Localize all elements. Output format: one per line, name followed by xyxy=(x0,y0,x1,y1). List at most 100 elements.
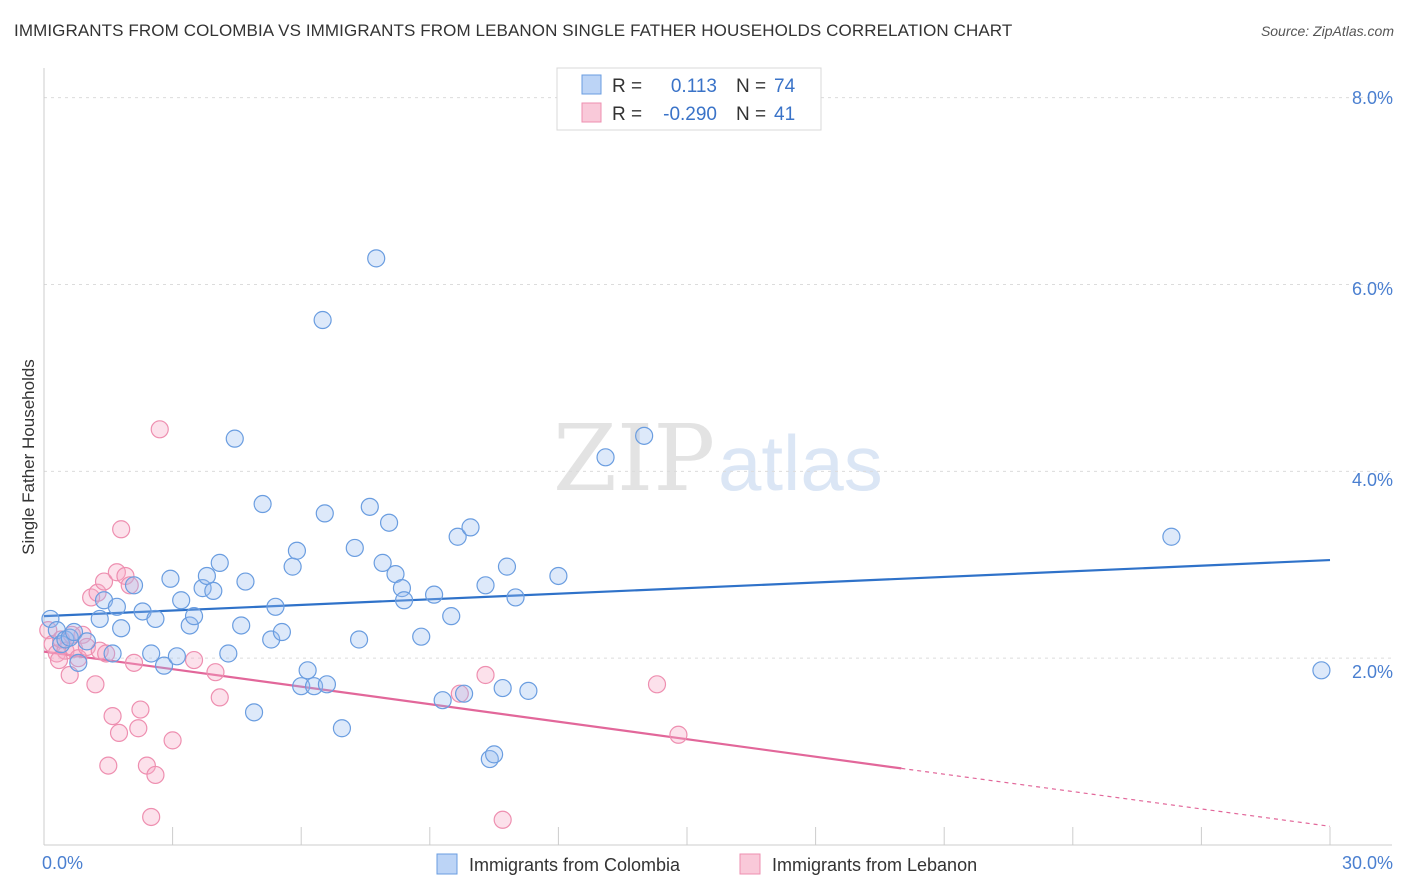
point-lebanon-32 xyxy=(210,688,229,707)
stats-n-label-lebanon: N = xyxy=(736,104,766,125)
watermark-atlas: atlas xyxy=(718,419,883,507)
point-colombia-69 xyxy=(596,448,615,467)
point-lebanon-40 xyxy=(97,644,116,663)
point-lebanon-21 xyxy=(120,576,139,595)
stats-legend: R = 0.113 N = 74 R = -0.290 N = 41 xyxy=(556,67,822,131)
chart-title: IMMIGRANTS FROM COLOMBIA VS IMMIGRANTS F… xyxy=(14,21,1013,40)
point-colombia-60 xyxy=(461,518,480,537)
point-lebanon-11 xyxy=(86,675,105,694)
point-lebanon-16 xyxy=(103,706,122,726)
source-credit: Source: ZipAtlas.com xyxy=(1260,23,1394,39)
point-colombia-53 xyxy=(394,591,414,610)
point-colombia-20 xyxy=(172,591,191,610)
point-colombia-39 xyxy=(298,661,317,680)
point-colombia-17 xyxy=(154,656,174,675)
x-tick-label-min: 0.0% xyxy=(42,853,83,873)
point-colombia-58 xyxy=(448,527,467,546)
point-lebanon-30 xyxy=(184,650,204,670)
watermark-zip: ZIP xyxy=(553,405,715,512)
stats-n-value-colombia: 74 xyxy=(774,76,796,97)
point-colombia-50 xyxy=(379,513,399,532)
point-colombia-47 xyxy=(360,497,379,516)
point-lebanon-18 xyxy=(109,723,129,743)
point-colombia-41 xyxy=(313,310,332,330)
point-colombia-43 xyxy=(317,675,337,694)
y-axis-label: Single Father Households xyxy=(19,359,38,555)
point-colombia-31 xyxy=(244,703,264,722)
point-lebanon-14 xyxy=(94,572,114,591)
stats-r-label-lebanon: R = xyxy=(612,104,642,125)
y-tick-label-4: 4.0% xyxy=(1352,470,1393,490)
point-colombia-65 xyxy=(497,557,517,576)
point-colombia-54 xyxy=(412,627,431,646)
point-colombia-26 xyxy=(210,553,229,572)
point-colombia-32 xyxy=(253,494,272,514)
stats-r-value-lebanon: -0.290 xyxy=(663,104,717,125)
point-colombia-48 xyxy=(367,249,386,268)
trend-line-colombia xyxy=(43,558,1331,618)
point-colombia-21 xyxy=(180,616,199,635)
point-colombia-12 xyxy=(112,619,131,638)
point-lebanon-27 xyxy=(146,765,165,785)
point-lebanon-31 xyxy=(206,663,225,682)
point-colombia-5 xyxy=(64,622,84,642)
point-colombia-72 xyxy=(1312,661,1331,680)
point-colombia-66 xyxy=(506,588,525,607)
point-colombia-38 xyxy=(292,677,311,696)
point-lebanon-29 xyxy=(163,731,182,750)
trend-line-lebanon xyxy=(43,650,902,770)
point-lebanon-35 xyxy=(493,810,512,829)
point-colombia-15 xyxy=(142,644,161,663)
point-lebanon-23 xyxy=(129,719,148,738)
point-colombia-8 xyxy=(90,609,109,629)
data-points xyxy=(39,249,1331,829)
point-colombia-56 xyxy=(433,691,452,710)
stats-r-label-colombia: R = xyxy=(612,76,642,97)
point-lebanon-36 xyxy=(647,675,667,694)
point-colombia-24 xyxy=(197,566,216,586)
point-lebanon-28 xyxy=(150,420,169,439)
point-colombia-23 xyxy=(193,579,212,598)
trend-line-lebanon-extension xyxy=(901,767,1331,827)
point-colombia-19 xyxy=(167,647,186,666)
legend-label-colombia: Immigrants from Colombia xyxy=(469,855,681,875)
point-colombia-34 xyxy=(266,597,285,616)
point-colombia-11 xyxy=(107,597,126,616)
y-tick-label-6: 6.0% xyxy=(1352,279,1393,299)
stats-n-value-lebanon: 41 xyxy=(774,104,795,125)
point-colombia-67 xyxy=(519,681,538,700)
point-colombia-42 xyxy=(315,504,334,523)
point-colombia-71 xyxy=(1162,527,1181,546)
stats-n-label-colombia: N = xyxy=(736,76,766,97)
point-lebanon-12 xyxy=(88,583,107,602)
y-tick-label-2: 2.0% xyxy=(1352,662,1393,682)
stats-swatch-colombia xyxy=(581,74,602,95)
point-colombia-0 xyxy=(41,609,60,629)
point-colombia-35 xyxy=(272,622,292,642)
axes xyxy=(43,68,1392,846)
point-colombia-45 xyxy=(345,538,364,558)
stats-r-value-colombia: 0.113 xyxy=(671,76,717,97)
point-lebanon-19 xyxy=(112,520,131,539)
point-colombia-61 xyxy=(476,576,495,595)
point-lebanon-26 xyxy=(142,807,161,827)
bottom-legend: Immigrants from Colombia Immigrants from… xyxy=(436,853,977,875)
point-colombia-33 xyxy=(262,630,281,649)
point-colombia-64 xyxy=(493,678,512,698)
point-lebanon-22 xyxy=(124,653,144,672)
point-colombia-63 xyxy=(485,745,504,764)
stats-swatch-lebanon xyxy=(581,102,602,123)
point-lebanon-15 xyxy=(99,756,118,775)
point-colombia-28 xyxy=(225,429,244,448)
point-colombia-68 xyxy=(549,566,568,586)
point-colombia-25 xyxy=(204,581,223,601)
legend-swatch-colombia xyxy=(436,853,458,875)
point-colombia-18 xyxy=(161,569,180,588)
point-colombia-55 xyxy=(424,585,444,604)
point-lebanon-24 xyxy=(131,700,150,719)
y-tick-label-8: 8.0% xyxy=(1352,88,1393,108)
point-colombia-30 xyxy=(236,572,255,591)
point-lebanon-34 xyxy=(476,665,495,685)
point-colombia-59 xyxy=(454,684,474,703)
